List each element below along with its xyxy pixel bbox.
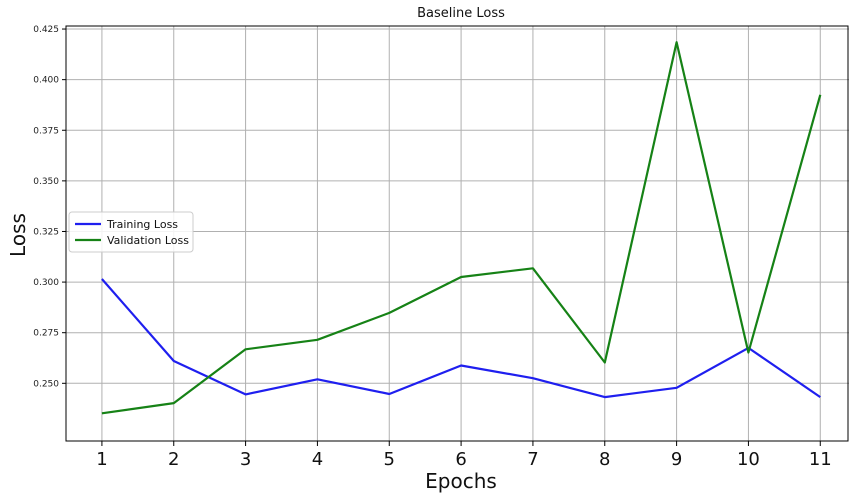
x-axis-label: Epochs: [425, 469, 497, 493]
series-lines: [101, 41, 822, 415]
x-tick-label: 2: [168, 449, 179, 470]
x-tick-label: 11: [809, 449, 832, 470]
y-tick-label: 0.325: [33, 227, 59, 237]
grid: [66, 26, 849, 441]
x-tick-label: 7: [527, 449, 538, 470]
chart-title: Baseline Loss: [417, 6, 505, 21]
y-tick-label: 0.400: [33, 76, 59, 86]
plot-frame: [65, 25, 849, 442]
x-tick-label: 6: [455, 449, 466, 470]
x-tick-label: 8: [599, 449, 610, 470]
legend-box: [68, 211, 194, 253]
y-tick-label: 0.425: [33, 25, 59, 35]
legend-label-training: Training Loss: [106, 218, 178, 231]
y-axis-label: Loss: [6, 213, 30, 257]
y-tick-label: 0.250: [33, 379, 59, 389]
x-tick-label: 5: [384, 449, 395, 470]
x-tick-label: 3: [240, 449, 251, 470]
y-tick-label: 0.350: [33, 177, 59, 187]
x-tick-label: 9: [671, 449, 682, 470]
legend: Training Loss Validation Loss: [68, 211, 194, 253]
x-tick-label: 1: [96, 449, 107, 470]
legend-label-validation: Validation Loss: [107, 234, 189, 247]
y-tick-label: 0.275: [33, 329, 59, 339]
y-axis-ticks: 0.250 0.275 0.300 0.325 0.350 0.375 0.400 0.425: [33, 25, 66, 389]
x-tick-label: 4: [312, 449, 323, 470]
x-axis-ticks: 1 2 3 4 5 6 7 8 9 10 11: [96, 441, 832, 470]
x-tick-label: 10: [737, 449, 760, 470]
y-tick-label: 0.300: [33, 278, 59, 288]
training-loss-line: [101, 278, 821, 399]
y-tick-label: 0.375: [33, 126, 59, 136]
validation-loss-line: [101, 41, 822, 415]
